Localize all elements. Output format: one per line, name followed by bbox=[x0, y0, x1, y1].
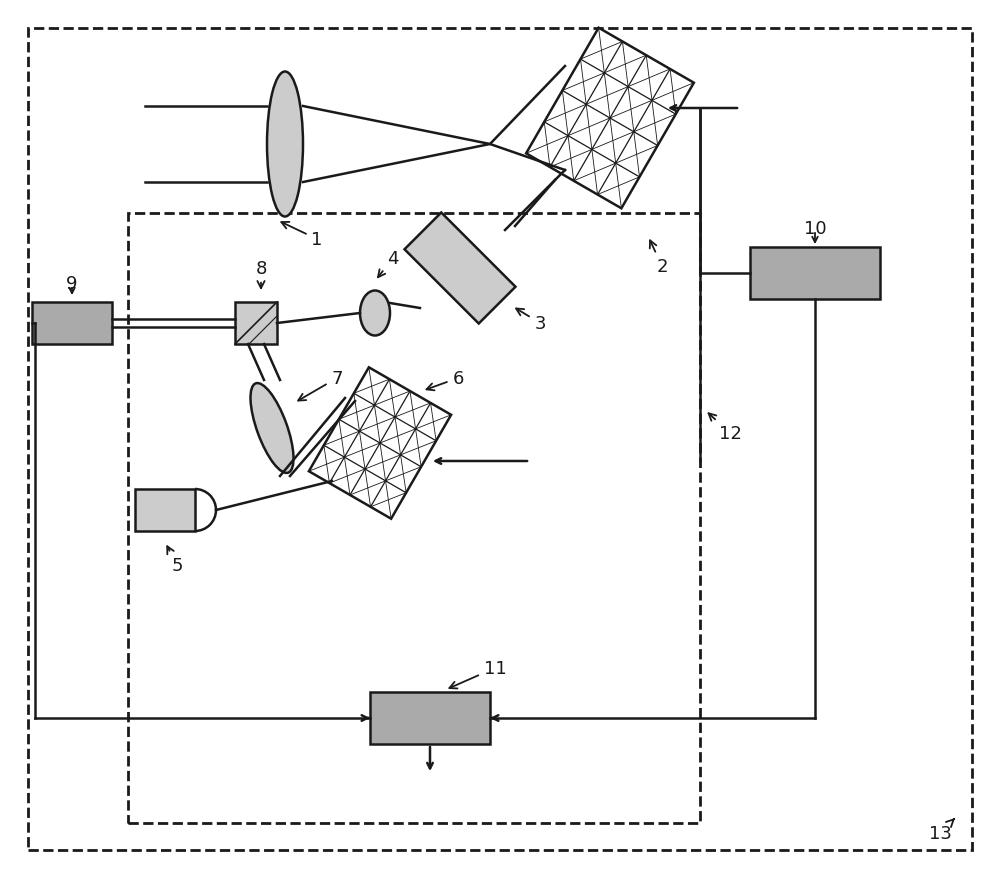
Bar bbox=[128, 213, 700, 823]
Text: 10: 10 bbox=[804, 220, 826, 238]
Text: 12: 12 bbox=[709, 414, 741, 443]
Polygon shape bbox=[526, 29, 694, 209]
Text: 2: 2 bbox=[650, 241, 668, 276]
Text: 5: 5 bbox=[167, 547, 183, 574]
Polygon shape bbox=[309, 368, 451, 519]
Ellipse shape bbox=[360, 291, 390, 336]
Text: 11: 11 bbox=[449, 659, 506, 688]
Text: 8: 8 bbox=[255, 260, 267, 289]
Text: 4: 4 bbox=[378, 249, 399, 278]
Bar bbox=[370, 692, 490, 745]
Text: 9: 9 bbox=[66, 275, 78, 292]
Ellipse shape bbox=[267, 72, 303, 217]
Bar bbox=[235, 303, 277, 344]
Bar bbox=[750, 248, 880, 299]
Bar bbox=[32, 303, 112, 344]
Text: 7: 7 bbox=[298, 370, 343, 401]
Text: 3: 3 bbox=[516, 309, 546, 333]
Bar bbox=[135, 489, 195, 531]
Text: 6: 6 bbox=[427, 370, 464, 391]
Polygon shape bbox=[404, 213, 516, 324]
Text: 1: 1 bbox=[281, 223, 323, 248]
Text: 13: 13 bbox=[929, 819, 954, 842]
Ellipse shape bbox=[250, 384, 294, 473]
